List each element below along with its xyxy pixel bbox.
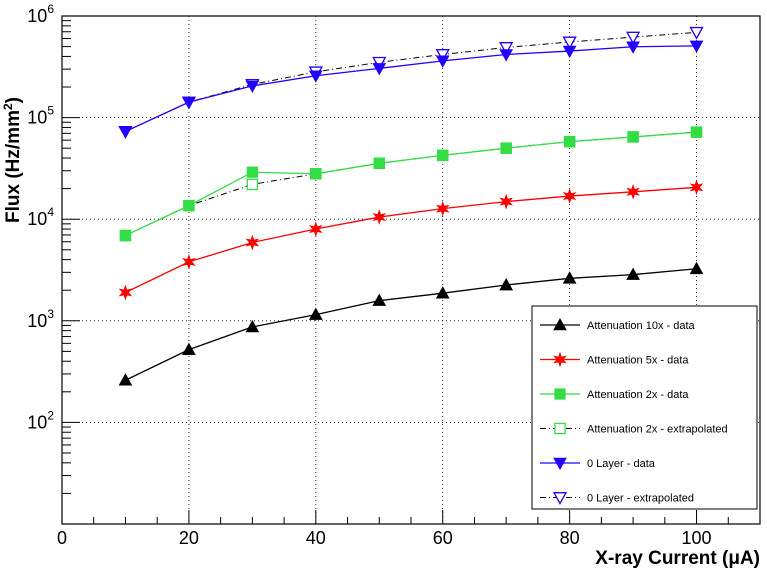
data-point — [626, 267, 640, 280]
data-point — [373, 157, 385, 169]
y-axis-title: Flux (Hz/mm2) — [1, 97, 24, 223]
data-point — [499, 42, 514, 55]
series-2 — [119, 126, 703, 242]
series-4 — [118, 40, 704, 139]
data-point — [626, 41, 640, 54]
legend-label: Attenuation 2x - data — [587, 389, 689, 401]
legend-marker — [553, 351, 567, 368]
data-point — [245, 80, 260, 93]
data-point — [372, 63, 387, 76]
data-point — [246, 166, 258, 178]
legend-label: Attenuation 5x - data — [587, 355, 689, 367]
y-tick-label: 106 — [27, 2, 54, 26]
data-point — [118, 284, 133, 301]
y-tick-label: 104 — [27, 205, 54, 229]
data-point — [182, 254, 196, 270]
data-point — [118, 126, 133, 139]
legend-entry: 0 Layer - data — [540, 457, 656, 471]
data-point — [500, 142, 512, 154]
data-point — [689, 261, 704, 275]
data-point — [499, 193, 513, 210]
x-axis-title: X-ray Current (μA) — [595, 548, 760, 569]
legend-entry: Attenuation 2x - extrapolated — [540, 422, 728, 436]
legend-marker — [554, 422, 566, 435]
legend-entry: Attenuation 2x - data — [540, 388, 689, 401]
y-axis-title-close: ) — [3, 97, 24, 103]
series-line — [125, 268, 697, 381]
series-0 — [118, 261, 704, 386]
axes: 0 20 40 60 80 100 102 103 104 105 106 — [27, 2, 761, 548]
data-point — [689, 26, 704, 40]
data-point — [437, 149, 449, 161]
legend-entry: 0 Layer - extrapolated — [540, 492, 694, 505]
series-line — [125, 131, 697, 237]
data-point — [562, 45, 577, 59]
legend-box — [531, 305, 758, 510]
data-point — [625, 31, 641, 45]
y-tick-label: 102 — [27, 408, 54, 432]
data-point — [372, 56, 387, 70]
data-point — [308, 70, 323, 83]
data-point — [435, 49, 450, 62]
legend-marker — [553, 457, 567, 471]
x-tick-label: 80 — [560, 528, 580, 548]
data-point — [562, 188, 577, 204]
data-point — [499, 49, 514, 62]
y-axis-title-main: Flux (Hz/mm — [3, 110, 24, 223]
data-point — [435, 286, 450, 299]
data-point — [183, 200, 195, 212]
data-point — [689, 40, 704, 53]
x-tick-label: 40 — [306, 528, 326, 548]
legend-entry: Attenuation 5x - data — [540, 351, 689, 368]
data-point — [246, 178, 259, 191]
data-point — [562, 271, 577, 284]
y-tick-label: 103 — [27, 307, 54, 331]
x-tick-label: 100 — [682, 528, 712, 548]
data-point — [627, 131, 639, 143]
data-point — [245, 319, 260, 333]
data-point — [308, 307, 323, 320]
series-line — [125, 45, 697, 133]
data-point — [119, 229, 132, 242]
legend-marker — [554, 388, 566, 400]
legend-label: 0 Layer - extrapolated — [587, 493, 694, 505]
series-layer — [118, 26, 704, 386]
data-point — [564, 136, 576, 148]
data-point — [435, 200, 450, 217]
data-point — [310, 168, 322, 180]
series-line — [125, 186, 697, 294]
data-point — [372, 293, 387, 306]
legend-label: Attenuation 10x - data — [587, 320, 696, 332]
y-axis-title-sup: 2 — [1, 103, 15, 110]
legend-marker — [553, 317, 567, 331]
data-point — [118, 373, 133, 386]
legend-label: 0 Layer - data — [587, 458, 656, 470]
data-point — [562, 36, 577, 50]
data-point — [182, 342, 196, 355]
y-tick-label: 105 — [27, 104, 54, 128]
data-point — [182, 96, 196, 110]
data-point — [245, 234, 260, 251]
data-point — [499, 277, 514, 291]
data-point — [372, 209, 387, 225]
data-point — [689, 179, 704, 196]
series-1 — [118, 179, 704, 301]
legend-entry: Attenuation 10x - data — [540, 317, 696, 332]
data-point — [626, 183, 640, 200]
legend: Attenuation 10x - data Attenuation 5x - d… — [531, 305, 758, 510]
legend-label: Attenuation 2x - extrapolated — [587, 424, 728, 436]
x-tick-label: 60 — [433, 528, 453, 548]
x-tick-label: 20 — [179, 528, 199, 548]
x-tick-label: 0 — [57, 528, 67, 548]
data-point — [309, 221, 323, 237]
data-point — [690, 126, 703, 138]
data-point — [435, 55, 450, 68]
legend-marker — [552, 492, 568, 505]
